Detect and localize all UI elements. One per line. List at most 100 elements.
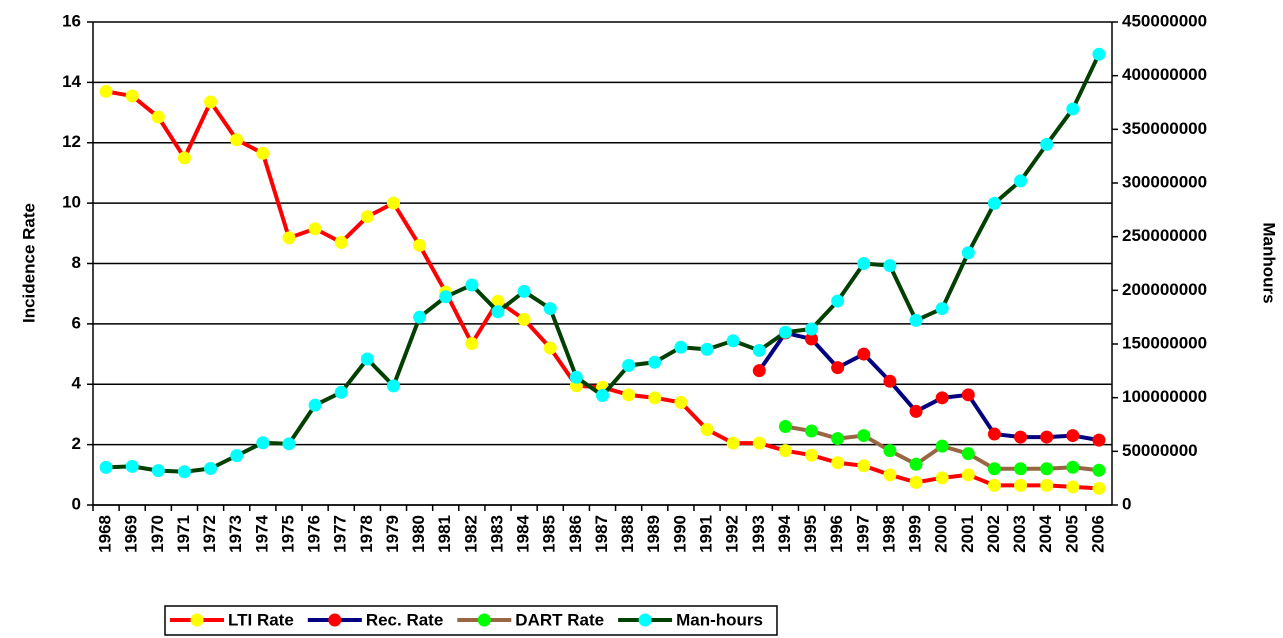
x-tick-label: 1970 — [148, 515, 167, 553]
x-tick-label: 1982 — [461, 515, 480, 553]
legend: LTI Rate Rec. Rate DART Rate Man-hours — [164, 605, 778, 636]
data-point — [622, 358, 636, 372]
x-tick-label: 1986 — [566, 515, 585, 553]
data-point — [805, 424, 819, 438]
data-point — [987, 478, 1001, 492]
x-tick-label: 1974 — [252, 514, 271, 552]
data-point — [648, 391, 662, 405]
y-tick-label: 2 — [72, 434, 81, 453]
x-tick-label: 1971 — [174, 515, 193, 553]
y-tick-label: 4 — [72, 374, 82, 393]
data-point — [230, 449, 244, 463]
legend-marker — [190, 613, 204, 627]
data-point — [831, 294, 845, 308]
x-tick-label: 2004 — [1036, 514, 1055, 552]
data-point — [674, 340, 688, 354]
data-point — [360, 352, 374, 366]
series-line — [757, 330, 1100, 443]
data-point — [1066, 102, 1080, 116]
data-point — [831, 361, 845, 375]
data-point — [1066, 429, 1080, 443]
data-point — [151, 464, 165, 478]
data-point — [517, 284, 531, 298]
data-point — [99, 460, 113, 474]
data-point — [1014, 174, 1028, 188]
x-tick-label: 1978 — [357, 515, 376, 553]
data-point — [831, 432, 845, 446]
x-tick-label: 1983 — [487, 515, 506, 553]
data-point — [857, 429, 871, 443]
y-axis-label: Incidence Rate — [19, 203, 38, 323]
data-point — [1040, 137, 1054, 151]
data-point — [439, 290, 453, 304]
y2-tick-label: 350000000 — [1122, 119, 1207, 138]
data-point — [204, 95, 218, 109]
x-tick-label: 1993 — [749, 515, 768, 553]
data-point — [413, 310, 427, 324]
data-point — [935, 391, 949, 405]
data-point — [1040, 462, 1054, 476]
x-tick-label: 1996 — [827, 515, 846, 553]
data-point — [543, 341, 557, 355]
data-point — [282, 231, 296, 245]
data-point — [1092, 481, 1106, 495]
data-point — [177, 151, 191, 165]
data-point — [805, 332, 819, 346]
x-tick-label: 1981 — [435, 515, 454, 553]
data-point — [909, 457, 923, 471]
data-point — [674, 395, 688, 409]
x-tick-label: 1994 — [775, 514, 794, 552]
y2-tick-label: 100000000 — [1122, 387, 1207, 406]
legend-label: DART Rate — [515, 610, 604, 629]
data-point — [1092, 433, 1106, 447]
data-point — [99, 84, 113, 98]
data-point — [1014, 478, 1028, 492]
data-point — [125, 89, 139, 103]
data-point — [883, 374, 897, 388]
y-tick-label: 12 — [62, 132, 81, 151]
y2-axis-label: Manhours — [1260, 222, 1279, 303]
data-point — [883, 468, 897, 482]
data-point — [256, 146, 270, 160]
x-tick-label: 1991 — [696, 515, 715, 553]
data-point — [883, 259, 897, 273]
data-point — [177, 465, 191, 479]
x-tick-label: 1968 — [96, 515, 115, 553]
data-point — [413, 238, 427, 252]
data-point — [648, 355, 662, 369]
legend-label: Man-hours — [676, 610, 763, 629]
data-point — [1092, 47, 1106, 61]
legend-marker — [477, 613, 491, 627]
legend-marker — [328, 613, 342, 627]
x-tick-label: 1999 — [906, 515, 925, 553]
x-tick-label: 2001 — [958, 515, 977, 553]
data-point — [857, 459, 871, 473]
data-point — [778, 444, 792, 458]
data-point — [517, 312, 531, 326]
y2-tick-label: 300000000 — [1122, 172, 1207, 191]
data-point — [622, 388, 636, 402]
x-tick-label: 1987 — [592, 515, 611, 553]
data-point — [752, 436, 766, 450]
data-point — [909, 404, 923, 418]
data-point — [386, 379, 400, 393]
data-point — [569, 370, 583, 384]
data-point — [831, 456, 845, 470]
y2-tick-label: 0 — [1122, 494, 1131, 513]
y2-tick-label: 50000000 — [1122, 441, 1198, 460]
x-tick-label: 2003 — [1010, 515, 1029, 553]
data-point — [987, 427, 1001, 441]
data-point — [987, 462, 1001, 476]
x-tick-label: 1990 — [670, 515, 689, 553]
data-point — [726, 436, 740, 450]
y2-tick-label: 400000000 — [1122, 65, 1207, 84]
y2-tick-label: 250000000 — [1122, 226, 1207, 245]
x-tick-label: 2000 — [932, 515, 951, 553]
data-point — [1014, 430, 1028, 444]
data-point — [909, 313, 923, 327]
y-tick-label: 6 — [72, 313, 81, 332]
data-point — [1040, 478, 1054, 492]
data-point — [726, 334, 740, 348]
x-tick-label: 1995 — [801, 515, 820, 553]
x-tick-label: 1973 — [226, 515, 245, 553]
